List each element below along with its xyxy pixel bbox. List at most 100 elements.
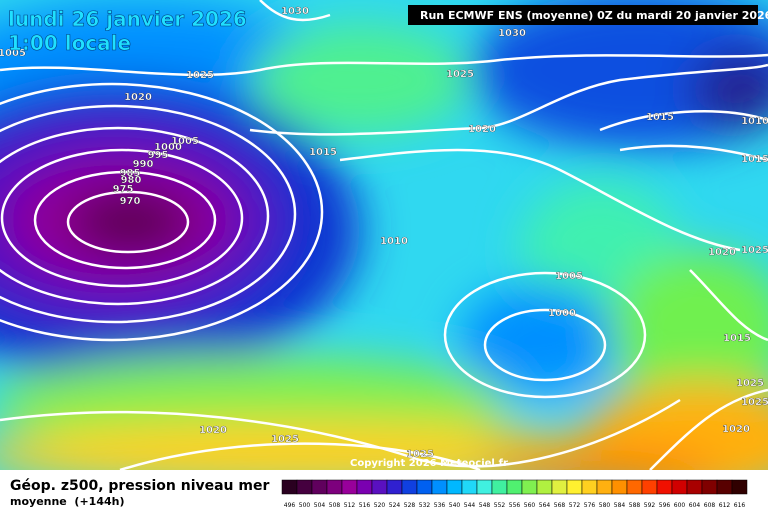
colorbar-cell [656, 479, 673, 495]
colorbar-label: 552 [494, 502, 506, 509]
colorbar-cell [401, 479, 418, 495]
colorbar-cell [341, 479, 358, 495]
isobar-label: 1030 [281, 6, 309, 17]
isobar-label: 1000 [548, 308, 576, 319]
colorbar-cell [671, 479, 688, 495]
colorbar-label: 520 [374, 502, 386, 509]
isobar-label: 1025 [446, 69, 474, 80]
colorbar-label: 612 [719, 502, 731, 509]
colorbar-cell [536, 479, 553, 495]
isobar-label: 1020 [199, 425, 227, 436]
colorbar-label: 596 [659, 502, 671, 509]
colorbar-label: 540 [449, 502, 461, 509]
copyright: Copyright 2026 Meteociel.fr [350, 458, 508, 469]
isobar-label: 1000 [154, 142, 182, 153]
isobar-label: 1020 [708, 247, 736, 258]
colorbar-label: 504 [314, 502, 326, 509]
colorbar-label: 608 [704, 502, 716, 509]
colorbar-label: 616 [734, 502, 746, 509]
colorbar-label: 580 [599, 502, 611, 509]
colorbar: 496 500 504 508 512 516 520 524 528 532 536 540 544 5… [281, 479, 748, 509]
isobar-label: 1025 [186, 70, 214, 81]
run-info: Run ECMWF ENS (moyenne) 0Z du mardi 20 j… [420, 9, 768, 22]
isobar-label: 1025 [406, 449, 434, 460]
colorbar-cell [581, 479, 598, 495]
colorbar-label: 576 [584, 502, 596, 509]
colorbar-label: 508 [329, 502, 341, 509]
isobar-label: 995 [148, 150, 169, 161]
isobar-label: 1005 [555, 271, 583, 282]
isobar-label: 1005 [0, 48, 26, 59]
isobar-label: 985 [120, 168, 141, 179]
isobar-label: 1020 [722, 424, 750, 435]
colorbar-label: 592 [644, 502, 656, 509]
isobar-label: 1025 [736, 378, 764, 389]
isobar-label: 990 [133, 159, 154, 170]
footer-subtitle: moyenne (+144h) [10, 495, 125, 508]
colorbar-cell [731, 479, 748, 495]
colorbar-label: 560 [524, 502, 536, 509]
isobar-label: 1005 [171, 136, 199, 147]
colorbar-label: 544 [464, 502, 476, 509]
colorbar-label: 528 [404, 502, 416, 509]
colorbar-label: 568 [554, 502, 566, 509]
time: 1:00 locale [8, 31, 131, 55]
colorbar-cell [686, 479, 703, 495]
colorbar-label: 548 [479, 502, 491, 509]
colorbar-cell [716, 479, 733, 495]
isobar-label: 1020 [468, 124, 496, 135]
isobar-label: 1030 [498, 28, 526, 39]
isobar-label: 1015 [646, 112, 674, 123]
colorbar-cell [386, 479, 403, 495]
colorbar-cell [641, 479, 658, 495]
colorbar-cell [521, 479, 538, 495]
colorbar-cell [506, 479, 523, 495]
colorbar-label: 564 [539, 502, 551, 509]
isobar-label: 980 [121, 175, 142, 186]
footer-title: Géop. z500, pression niveau mer [10, 478, 269, 494]
isobar-label: 1010 [741, 116, 768, 127]
colorbar-label: 500 [299, 502, 311, 509]
colorbar-cell [356, 479, 373, 495]
colorbar-cell [281, 479, 298, 495]
colorbar-cell [701, 479, 718, 495]
isobar-label: 1015 [723, 333, 751, 344]
isobars [0, 0, 768, 468]
colorbar-label: 600 [674, 502, 686, 509]
colorbar-label: 524 [389, 502, 401, 509]
colorbar-label: 556 [509, 502, 521, 509]
colorbar-cell [566, 479, 583, 495]
isobar-label: 1025 [741, 245, 768, 256]
colorbar-cell [296, 479, 313, 495]
isobar-label: 1025 [271, 434, 299, 445]
isobar-label: 1015 [741, 154, 768, 165]
colorbar-label: 516 [359, 502, 371, 509]
isobar-label: 1010 [380, 236, 408, 247]
colorbar-cell [446, 479, 463, 495]
colorbar-label: 532 [419, 502, 431, 509]
isobar-label: 1025 [741, 397, 768, 408]
isobar-label: 975 [113, 184, 134, 195]
colorbar-cell [416, 479, 433, 495]
colorbar-cell [431, 479, 448, 495]
colorbar-label: 536 [434, 502, 446, 509]
isobar-label: 970 [120, 196, 141, 207]
colorbar-cell [596, 479, 613, 495]
colorbar-cell [311, 479, 328, 495]
colorbar-cell [461, 479, 478, 495]
colorbar-label: 604 [689, 502, 701, 509]
colorbar-cell [611, 479, 628, 495]
colorbar-label: 496 [284, 502, 296, 509]
isobar-label: 1015 [309, 147, 337, 158]
colorbar-cell [551, 479, 568, 495]
colorbar-cell [626, 479, 643, 495]
colorbar-label: 572 [569, 502, 581, 509]
colorbar-cell [491, 479, 508, 495]
isobar-label: 1020 [124, 92, 152, 103]
colorbar-label: 512 [344, 502, 356, 509]
field [0, 0, 768, 500]
colorbar-cell [326, 479, 343, 495]
